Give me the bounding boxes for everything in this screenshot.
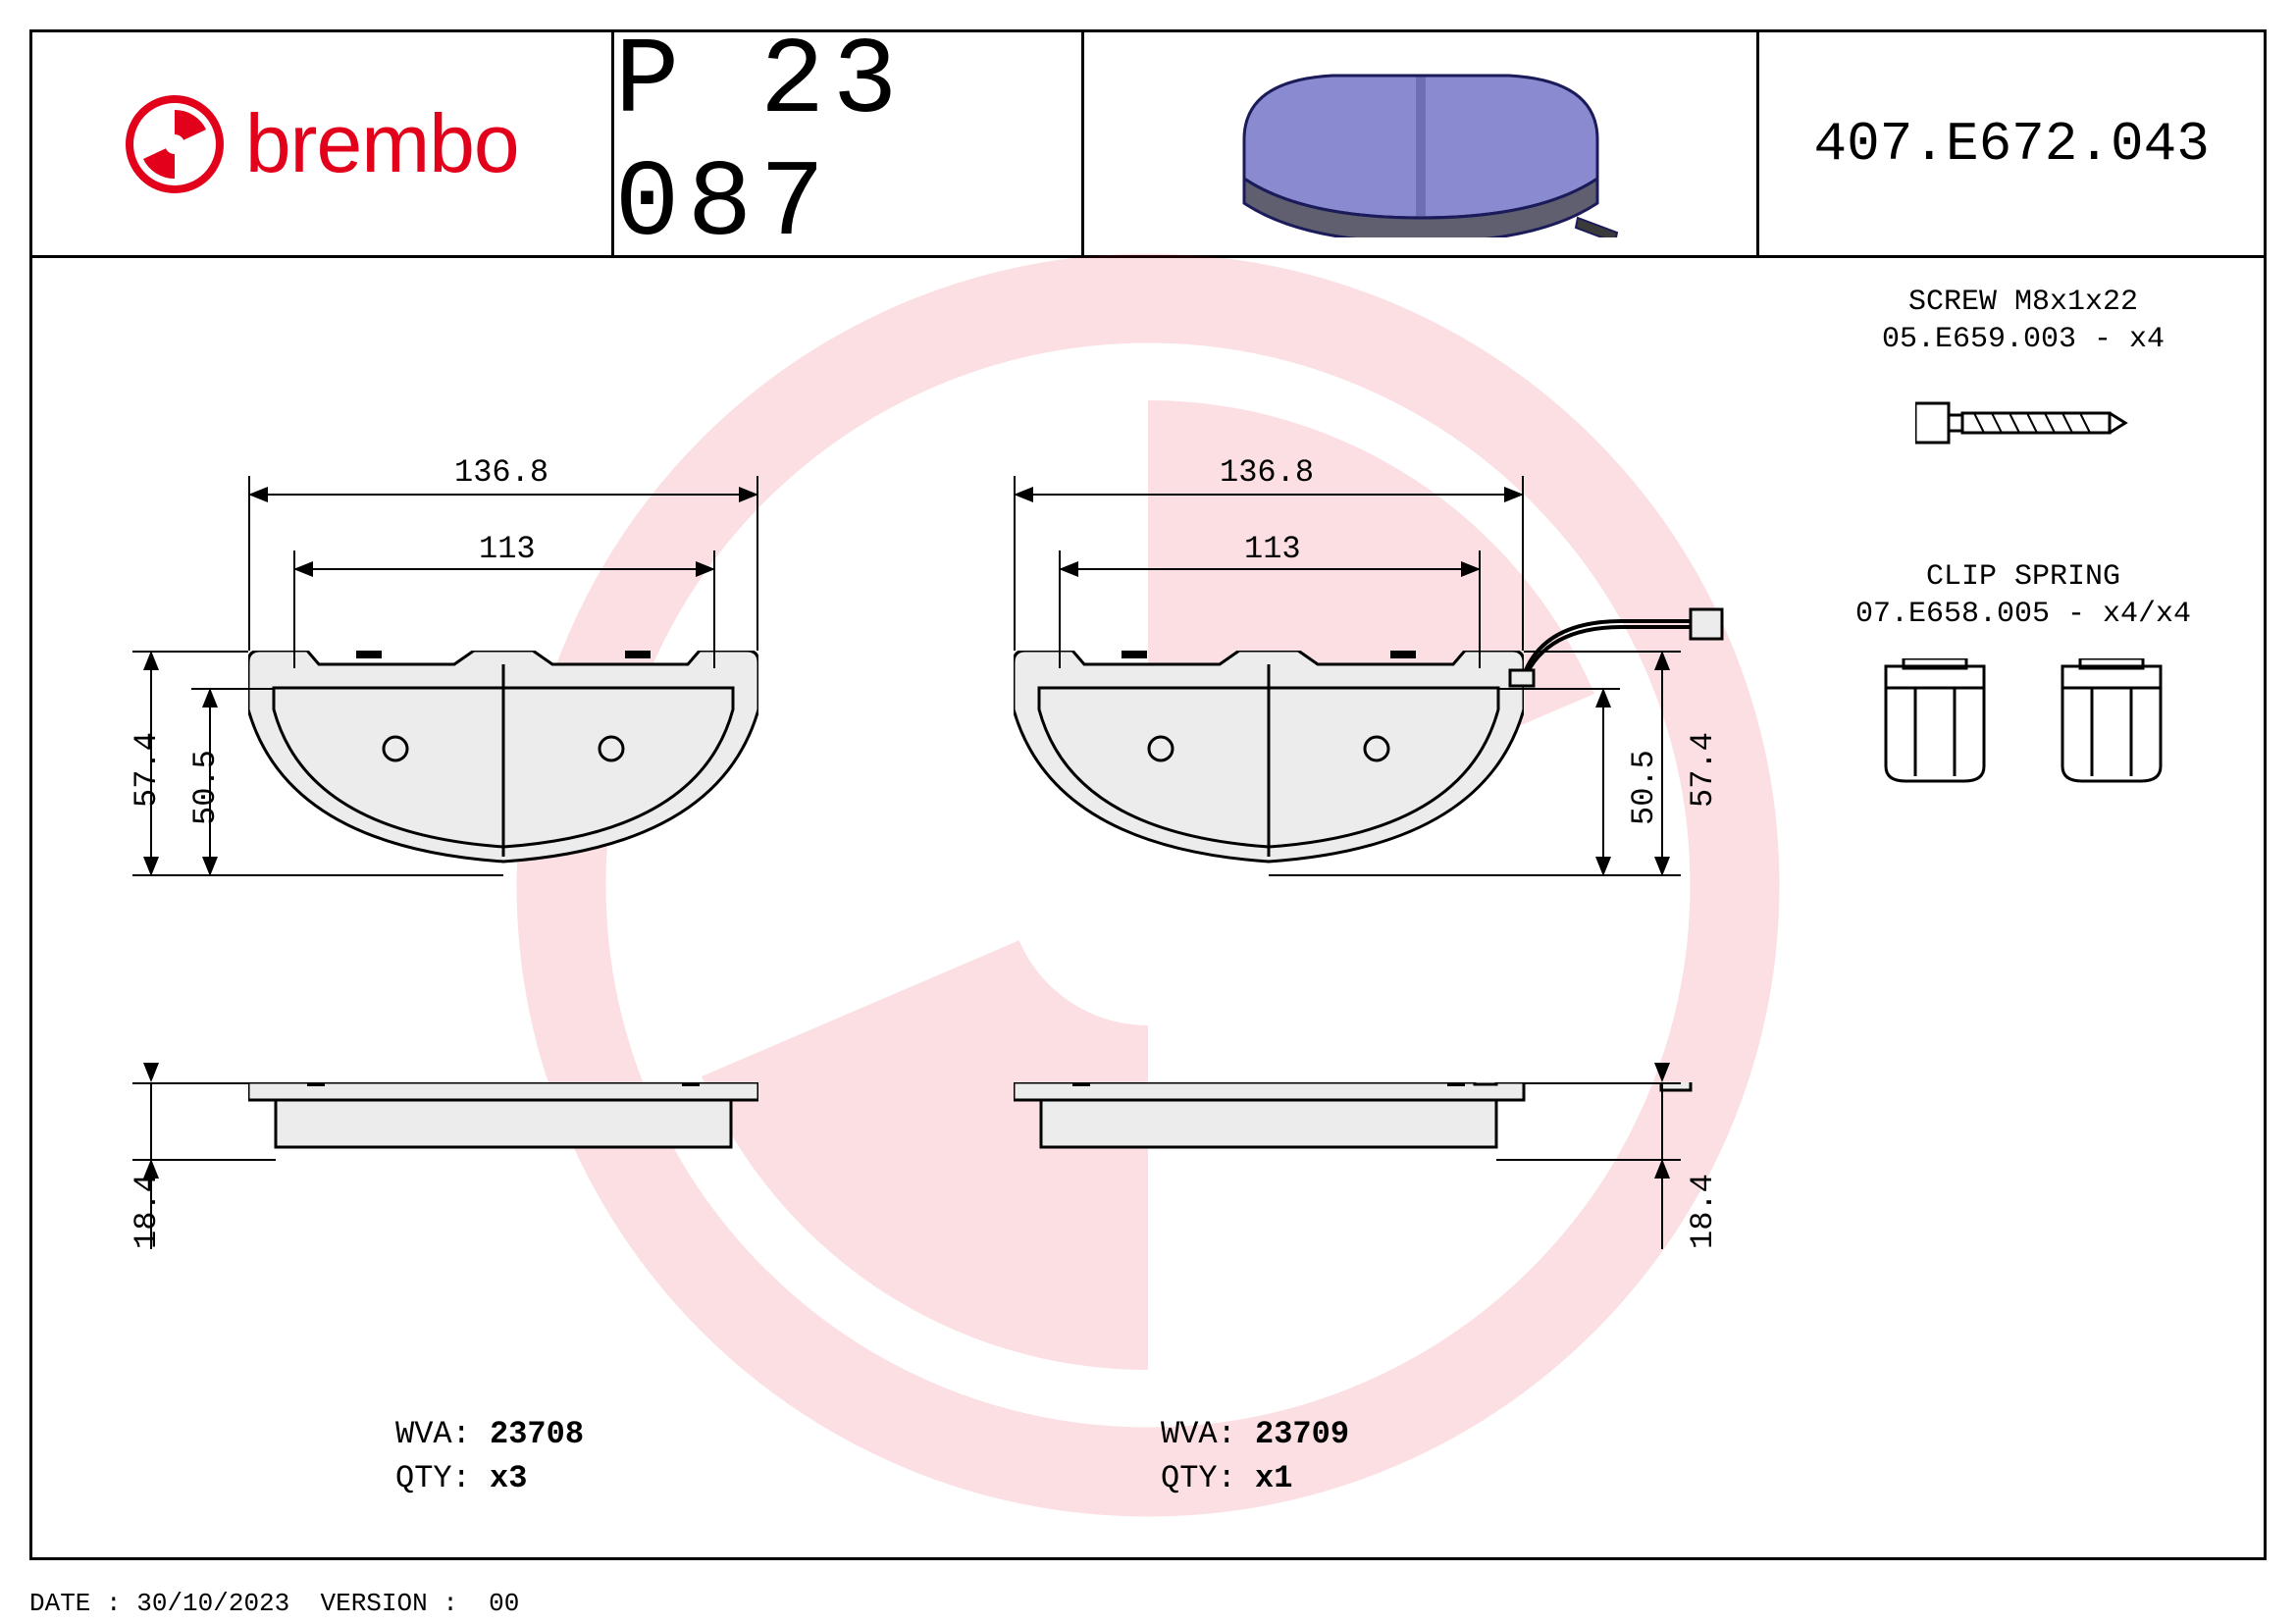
dim-thick: 18.4 <box>129 1174 165 1249</box>
pad-right-side <box>1014 1082 1720 1161</box>
dim-line <box>1014 494 1524 496</box>
ext-line <box>1269 874 1681 876</box>
accessories-column: SCREW M8x1x22 05.E659.003 - x4 <box>1812 286 2234 884</box>
arrow-icon <box>248 487 268 502</box>
header-code-cell: 407.E672.043 <box>1759 32 2264 255</box>
pad-left-face <box>248 651 758 876</box>
dim-friction-h: 50.5 <box>187 750 224 825</box>
accessory-code: 07.E658.005 - x4/x4 <box>1812 598 2234 631</box>
meta-wva-right: WVA: 23709 <box>1161 1416 1349 1452</box>
arrow-icon <box>1654 857 1670 876</box>
sheet: brembo P 23 087 407.E672.043 <box>0 0 2296 1624</box>
drawing-code: 407.E672.043 <box>1814 113 2210 176</box>
arrow-icon <box>1595 857 1611 876</box>
ext-line <box>1524 1082 1681 1084</box>
arrow-icon <box>202 857 218 876</box>
accessory-screw: SCREW M8x1x22 05.E659.003 - x4 <box>1812 286 2234 462</box>
dim-inner-width: 113 <box>1244 531 1301 567</box>
drawing-frame: brembo P 23 087 407.E672.043 <box>29 29 2267 1560</box>
dim-inner-width: 113 <box>479 531 536 567</box>
bolt-icon <box>1812 384 2234 462</box>
dim-height: 57.4 <box>129 732 165 808</box>
brand-logo: brembo <box>126 95 519 193</box>
ext-line <box>132 874 503 876</box>
pad-right-face <box>1014 651 1524 876</box>
pad-left-side <box>248 1082 758 1161</box>
accessory-title: CLIP SPRING <box>1812 560 2234 594</box>
arrow-icon <box>739 487 758 502</box>
dim-line <box>1602 688 1604 876</box>
dim-height: 57.4 <box>1685 732 1721 808</box>
accessory-clip: CLIP SPRING 07.E658.005 - x4/x4 <box>1812 560 2234 786</box>
clip-spring-icon <box>1812 658 2234 786</box>
header-iso-cell <box>1084 32 1759 255</box>
arrow-icon <box>143 651 159 670</box>
arrow-icon <box>1654 1159 1670 1179</box>
dim-line <box>293 568 715 570</box>
arrow-icon <box>1014 487 1033 502</box>
sensor-wire-icon <box>1475 582 1730 700</box>
arrow-icon <box>1654 1063 1670 1082</box>
arrow-icon <box>1654 651 1670 670</box>
brand-name: brembo <box>245 96 519 191</box>
arrow-icon <box>1059 561 1078 577</box>
header-logo-cell: brembo <box>32 32 614 255</box>
meta-qty-right: QTY: x1 <box>1161 1460 1292 1496</box>
arrow-icon <box>1461 561 1481 577</box>
dim-line <box>248 494 758 496</box>
ext-line <box>1496 1159 1681 1161</box>
meta-qty-left: QTY: x3 <box>395 1460 527 1496</box>
arrow-icon <box>143 857 159 876</box>
drawing-body: SCREW M8x1x22 05.E659.003 - x4 <box>32 258 2264 1563</box>
dim-width: 136.8 <box>1220 454 1314 491</box>
accessory-code: 05.E659.003 - x4 <box>1812 323 2234 356</box>
footer-meta: DATE : 30/10/2023 VERSION : 00 <box>29 1589 519 1618</box>
header-partno-cell: P 23 087 <box>614 32 1084 255</box>
arrow-icon <box>293 561 313 577</box>
arrow-icon <box>143 1063 159 1082</box>
part-number: P 23 087 <box>614 22 1081 267</box>
dim-width: 136.8 <box>454 454 548 491</box>
brembo-mark-icon <box>126 95 224 193</box>
arrow-icon <box>696 561 715 577</box>
arrow-icon <box>1504 487 1524 502</box>
header-row: brembo P 23 087 407.E672.043 <box>32 32 2264 258</box>
dim-friction-h: 50.5 <box>1626 750 1662 825</box>
meta-wva-left: WVA: 23708 <box>395 1416 584 1452</box>
arrow-icon <box>202 688 218 707</box>
drawing-area: 136.8 113 57.4 50.5 <box>101 337 1789 1544</box>
accessory-title: SCREW M8x1x22 <box>1812 286 2234 319</box>
iso-pad-icon <box>1215 51 1627 237</box>
arrow-icon <box>1595 688 1611 707</box>
dim-line <box>1059 568 1481 570</box>
dim-thick: 18.4 <box>1685 1174 1721 1249</box>
